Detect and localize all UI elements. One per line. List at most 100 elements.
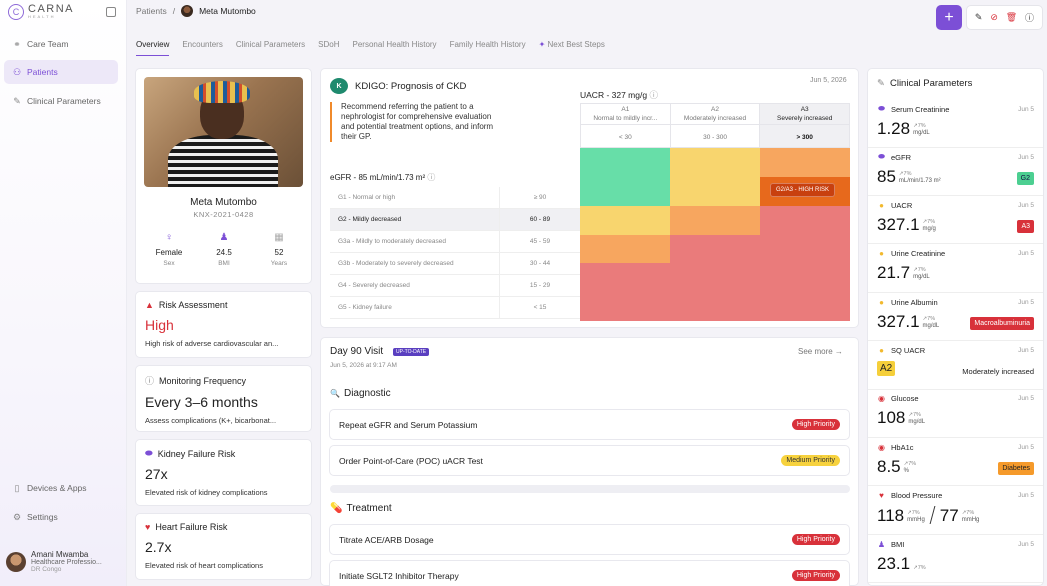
col-code: A1 [621, 106, 630, 113]
gfr-row: G5 - Kidney failure < 15 [330, 297, 580, 319]
albuminuria-header: A1 Normal to mildly incr... < 30 A2 Mode… [580, 103, 850, 148]
trend-indicator: ↗7% [922, 218, 936, 225]
trend-indicator: ↗7% [898, 171, 912, 178]
pill-icon: 💊 [330, 503, 343, 514]
treatment-item[interactable]: Initiate SGLT2 Inhibitor Therapy High Pr… [329, 560, 850, 586]
diagnostic-item[interactable]: Order Point-of-Care (POC) uACR Test Medi… [329, 445, 850, 476]
heatmap-cell [670, 148, 760, 177]
param-date: Jun 5 [1018, 201, 1034, 209]
blood-drop-icon: ◉ [878, 442, 885, 452]
card-value: 27x [145, 466, 168, 482]
trend-indicator: ↗7% [913, 123, 926, 129]
clinical-param-sq-uacr[interactable]: ● SQ UACR Jun 5 A2 Moderately increased [868, 341, 1043, 390]
clinical-param-egfr[interactable]: ⬬ eGFR Jun 5 85 ↗7% mL/min/1.73 m² G2 [868, 147, 1043, 196]
see-more-link[interactable]: See more → [798, 347, 843, 356]
tab-clinical-parameters[interactable]: Clinical Parameters [235, 40, 306, 49]
monitoring-frequency-card[interactable]: ⓘ Monitoring Frequency Every 3–6 months A… [135, 365, 312, 432]
tab-encounters[interactable]: Encounters [182, 40, 223, 49]
trend-indicator: ↗7% [922, 315, 936, 322]
param-date: Jun 5 [1018, 105, 1034, 113]
care-team-icon: ⚭ [13, 38, 21, 49]
add-button[interactable]: + [936, 5, 962, 30]
breadcrumb-root[interactable]: Patients [136, 6, 167, 16]
param-value: 85 [877, 167, 896, 187]
tab-sdoh[interactable]: SDoH [318, 40, 340, 49]
param-value-row: 108 ↗7% mg/dL [877, 409, 1034, 426]
card-value: High [145, 317, 174, 333]
clinical-param-glucose[interactable]: ◉ Glucose Jun 5 108 ↗7% mg/dL [868, 389, 1043, 438]
status-badge: UP-TO-DATE [393, 348, 430, 356]
priority-badge: High Priority [791, 534, 840, 545]
info-icon[interactable]: ⓘ [427, 173, 436, 182]
clinical-param-uacr[interactable]: ● UACR Jun 5 327.1 ↗7% mg/g A3 [868, 196, 1043, 245]
param-name: SQ UACR [891, 346, 926, 355]
gfr-range: 45 - 59 [529, 238, 551, 245]
param-value-row: 1.28 ↗7% mg/dL [877, 120, 1034, 137]
col-range: > 300 [796, 134, 813, 141]
diagnostic-item[interactable]: Repeat eGFR and Serum Potassium High Pri… [329, 409, 850, 440]
card-desc: Elevated risk of heart complications [145, 561, 263, 570]
clinical-param-urine-albumin[interactable]: ● Urine Albumin Jun 5 327.1 ↗7% mg/dL Macroalb… [868, 293, 1043, 342]
sidebar-item-care-team[interactable]: ⚭ Care Team [4, 32, 118, 56]
edit-icon[interactable]: ✎ [974, 12, 983, 22]
priority-badge: Medium Priority [781, 455, 840, 466]
param-header: ♟ BMI Jun 5 [877, 540, 1034, 549]
tab-overview[interactable]: Overview [136, 40, 170, 56]
patients-icon: ⚇ [12, 66, 22, 77]
param-date: Jun 5 [1018, 250, 1034, 258]
param-unit-block: ↗7%% [904, 461, 917, 475]
sex-icon: ♀ [165, 232, 173, 243]
param-status-text: Moderately increased [962, 367, 1034, 376]
gfr-row: G3a - Mildly to moderately decreased 45 -… [330, 231, 580, 253]
risk-assessment-card[interactable]: ▲ Risk Assessment High High risk of adver… [135, 291, 312, 358]
sidebar-item-settings[interactable]: ⚙ Settings [4, 505, 118, 529]
heart-failure-card[interactable]: ♥ Heart Failure Risk 2.7x Elevated risk o… [135, 513, 312, 580]
see-more-label: See more [798, 347, 833, 356]
logo-icon: C [8, 4, 24, 20]
card-title: Heart Failure Risk [155, 522, 228, 532]
stethoscope-icon: ✎ [877, 78, 885, 89]
info-icon[interactable]: ⓘ [1025, 13, 1035, 23]
user-profile[interactable]: Amani Mwamba Healthcare Professio... DR … [6, 550, 102, 573]
clinical-param-hba1c[interactable]: ◉ HbA1c Jun 5 8.5 ↗7%% Diabetes [868, 438, 1043, 487]
panel-title: Clinical Parameters [889, 78, 973, 89]
tab-family-health-history[interactable]: Family Health History [449, 40, 526, 49]
kidney-failure-card[interactable]: ⬬ Kidney Failure Risk 27x Elevated risk o… [135, 439, 312, 506]
clinical-param-bmi[interactable]: ♟ BMI Jun 5 23.1 ↗7% [868, 535, 1043, 584]
treatment-item[interactable]: Titrate ACE/ARB Dosage High Priority [329, 524, 850, 555]
heatmap-cell [580, 148, 670, 177]
trend-indicator: ↗7% [907, 510, 920, 517]
bmi-icon: ♟ [219, 232, 229, 243]
gfr-range: < 15 [533, 304, 547, 311]
sidebar-collapse-icon[interactable] [106, 7, 116, 17]
heatmap-cell [670, 292, 760, 321]
stat-value: 24.5 [216, 248, 232, 257]
param-unit: mL/min/1.73 m² [898, 178, 941, 185]
param-unit: mg/dL [922, 322, 940, 329]
uacr-text: UACR - 327 mg/g [580, 90, 648, 100]
clinical-param-urine-creatinine[interactable]: ● Urine Creatinine Jun 5 21.7 ↗7% mg/dL [868, 244, 1043, 293]
sidebar-item-patients[interactable]: ⚇ Patients [4, 60, 118, 84]
param-date: Jun 5 [1018, 540, 1034, 548]
param-unit: mmHg [961, 517, 980, 524]
info-icon[interactable]: ⓘ [649, 90, 658, 100]
sidebar-item-devices[interactable]: ▯ Devices & Apps [4, 476, 118, 500]
clinical-param-serum-creatinine[interactable]: ⬬ Serum Creatinine Jun 5 1.28 ↗7% mg/dL [868, 99, 1043, 148]
param-header: ● UACR Jun 5 [877, 201, 1034, 210]
sidebar-item-clinical-parameters[interactable]: ✎ Clinical Parameters [4, 89, 118, 113]
sidebar-item-label: Settings [27, 512, 58, 522]
logo[interactable]: C CARNA HEALTH [8, 4, 74, 20]
diagnostic-heading: 🔍 Diagnostic [330, 388, 391, 399]
param-date: Jun 5 [1018, 443, 1034, 451]
delete-icon[interactable]: 🗑 [1005, 12, 1018, 22]
param-header: ⬬ eGFR Jun 5 [877, 152, 1034, 162]
block-icon[interactable]: ⊘ [990, 12, 998, 22]
kdigo-title: KDIGO: Prognosis of CKD [355, 81, 467, 92]
sidebar-item-label: Patients [27, 67, 58, 77]
param-name: Urine Creatinine [891, 249, 946, 259]
clinical-param-blood-pressure[interactable]: ♥ Blood Pressure Jun 5 118 ↗7% mmHg 77 ↗7% mmHg [868, 486, 1043, 535]
heatmap-cell [670, 234, 760, 264]
tab-personal-health-history[interactable]: Personal Health History [352, 40, 437, 49]
tab-next-best-steps[interactable]: ✦ Next Best Steps [539, 40, 605, 56]
param-header: ● SQ UACR Jun 5 [877, 346, 1034, 355]
